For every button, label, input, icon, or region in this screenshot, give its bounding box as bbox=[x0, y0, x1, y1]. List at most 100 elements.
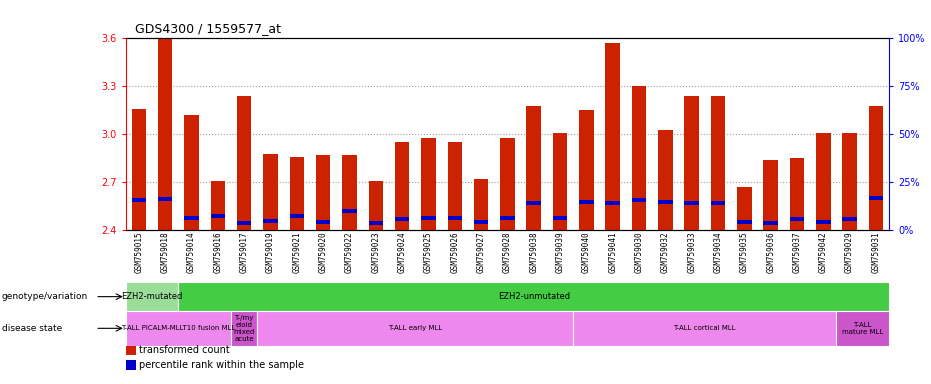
Bar bbox=[474, 179, 488, 230]
Bar bbox=[448, 215, 462, 220]
Text: EZH2-unmutated: EZH2-unmutated bbox=[498, 292, 570, 301]
Text: GSM759031: GSM759031 bbox=[871, 232, 881, 273]
Bar bbox=[684, 201, 699, 205]
Text: GSM759040: GSM759040 bbox=[582, 232, 591, 273]
Bar bbox=[290, 214, 304, 218]
Text: GSM759016: GSM759016 bbox=[213, 232, 223, 273]
Bar bbox=[316, 155, 331, 230]
Text: EZH2-mutated: EZH2-mutated bbox=[121, 292, 182, 301]
Bar bbox=[553, 217, 567, 220]
Bar bbox=[632, 86, 646, 230]
Text: transformed count: transformed count bbox=[140, 346, 230, 356]
Bar bbox=[869, 106, 884, 230]
Bar bbox=[605, 201, 620, 205]
Bar bbox=[579, 110, 594, 230]
Bar bbox=[843, 217, 857, 221]
Bar bbox=[395, 217, 410, 221]
Text: GSM759015: GSM759015 bbox=[134, 232, 143, 273]
Text: GSM759017: GSM759017 bbox=[239, 232, 249, 273]
Bar bbox=[816, 220, 830, 223]
Text: GSM759030: GSM759030 bbox=[635, 232, 643, 273]
Bar bbox=[369, 181, 383, 230]
Text: GSM759034: GSM759034 bbox=[713, 232, 722, 273]
Bar bbox=[316, 220, 331, 223]
Text: GSM759041: GSM759041 bbox=[608, 232, 617, 273]
Bar bbox=[710, 201, 725, 205]
Text: GSM759035: GSM759035 bbox=[740, 232, 749, 273]
Text: GSM759032: GSM759032 bbox=[661, 232, 669, 273]
Bar bbox=[158, 38, 172, 230]
Bar bbox=[843, 133, 857, 230]
Bar bbox=[127, 360, 136, 370]
Bar bbox=[126, 311, 231, 346]
Bar bbox=[421, 137, 436, 230]
Text: GSM759026: GSM759026 bbox=[451, 232, 459, 273]
Bar bbox=[236, 96, 251, 230]
Bar bbox=[231, 311, 257, 346]
Bar bbox=[684, 96, 699, 230]
Bar bbox=[816, 133, 830, 230]
Text: T-/my
eloid
mixed
acute: T-/my eloid mixed acute bbox=[234, 315, 255, 342]
Bar bbox=[263, 154, 277, 230]
Bar bbox=[836, 311, 889, 346]
Text: GSM759036: GSM759036 bbox=[766, 232, 776, 273]
Bar bbox=[184, 216, 198, 220]
Bar bbox=[126, 282, 179, 311]
Bar bbox=[789, 217, 804, 221]
Bar bbox=[236, 221, 251, 225]
Bar bbox=[573, 311, 836, 346]
Bar bbox=[737, 220, 751, 223]
Bar bbox=[632, 198, 646, 202]
Bar bbox=[263, 219, 277, 223]
Bar bbox=[553, 133, 567, 230]
Text: disease state: disease state bbox=[2, 324, 62, 333]
Text: GSM759038: GSM759038 bbox=[529, 232, 538, 273]
Bar bbox=[257, 311, 573, 346]
Text: GSM759014: GSM759014 bbox=[187, 232, 196, 273]
Text: GSM759022: GSM759022 bbox=[345, 232, 354, 273]
Text: GSM759039: GSM759039 bbox=[556, 232, 564, 273]
Bar bbox=[369, 221, 383, 225]
Bar bbox=[421, 215, 436, 220]
Text: T-ALL early MLL: T-ALL early MLL bbox=[388, 325, 442, 331]
Bar bbox=[658, 129, 672, 230]
Bar bbox=[448, 142, 462, 230]
Text: GSM759018: GSM759018 bbox=[161, 232, 169, 273]
Bar bbox=[131, 199, 146, 202]
Bar bbox=[500, 137, 515, 230]
Text: GDS4300 / 1559577_at: GDS4300 / 1559577_at bbox=[135, 22, 281, 35]
Bar bbox=[763, 221, 778, 225]
Bar bbox=[527, 106, 541, 230]
Bar bbox=[474, 220, 488, 223]
Text: GSM759042: GSM759042 bbox=[818, 232, 828, 273]
Bar bbox=[158, 197, 172, 201]
Text: T-ALL
mature MLL: T-ALL mature MLL bbox=[843, 322, 884, 335]
Text: T-ALL PICALM-MLLT10 fusion MLL: T-ALL PICALM-MLLT10 fusion MLL bbox=[121, 325, 236, 331]
Text: GSM759033: GSM759033 bbox=[687, 232, 696, 273]
Bar bbox=[500, 215, 515, 220]
Bar bbox=[605, 43, 620, 230]
Text: GSM759025: GSM759025 bbox=[424, 232, 433, 273]
Text: GSM759019: GSM759019 bbox=[266, 232, 275, 273]
Bar bbox=[579, 200, 594, 204]
Bar bbox=[763, 160, 778, 230]
Bar bbox=[658, 200, 672, 204]
Bar bbox=[343, 209, 357, 213]
Text: GSM759027: GSM759027 bbox=[477, 232, 486, 273]
Text: GSM759023: GSM759023 bbox=[371, 232, 380, 273]
Bar bbox=[737, 187, 751, 230]
Text: GSM759037: GSM759037 bbox=[792, 232, 802, 273]
Text: GSM759021: GSM759021 bbox=[292, 232, 302, 273]
Bar bbox=[127, 346, 136, 355]
Text: GSM759028: GSM759028 bbox=[503, 232, 512, 273]
Bar bbox=[184, 115, 198, 230]
Bar bbox=[789, 158, 804, 230]
Bar bbox=[210, 214, 225, 218]
Bar bbox=[527, 201, 541, 205]
Text: GSM759024: GSM759024 bbox=[398, 232, 407, 273]
Text: percentile rank within the sample: percentile rank within the sample bbox=[140, 360, 304, 370]
Text: GSM759020: GSM759020 bbox=[318, 232, 328, 273]
Text: GSM759029: GSM759029 bbox=[845, 232, 854, 273]
Bar bbox=[131, 109, 146, 230]
Bar bbox=[210, 181, 225, 230]
